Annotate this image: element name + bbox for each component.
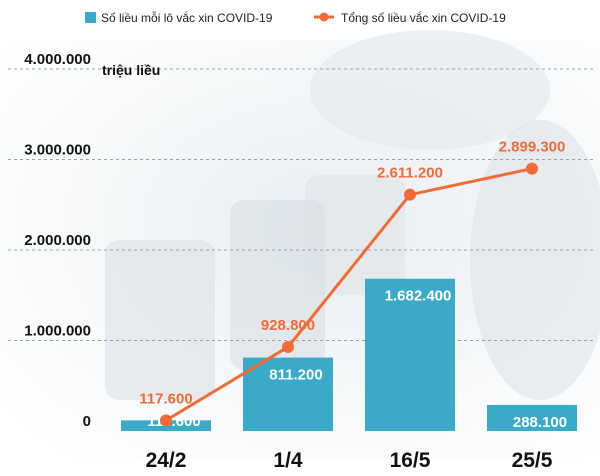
bar-value-label: 117.600 xyxy=(147,413,200,430)
line-value-label: 2.899.300 xyxy=(499,139,566,156)
y-tick-label: 1.000.000 xyxy=(24,323,91,340)
legend-bar-label: Số liều mỗi lô vắc xin COVID-19 xyxy=(101,10,273,25)
y-tick-label: 2.000.000 xyxy=(24,232,91,249)
bar-value-label: 811.200 xyxy=(269,367,322,384)
x-axis: 24/2 1/4 16/5 25/5 xyxy=(146,449,553,472)
line-point xyxy=(160,414,172,427)
bar xyxy=(487,404,577,431)
bar-value-label: 288.100 xyxy=(513,414,567,431)
legend-line-label: Tổng số liều vắc xin COVID-19 xyxy=(341,10,506,25)
line-value-label: 2.611.200 xyxy=(377,165,443,182)
y-axis: 0 1.000.000 2.000.000 3.000.000 4.000.000 xyxy=(24,51,91,430)
line-point xyxy=(404,188,416,201)
legend-bar-swatch xyxy=(85,12,96,23)
y-tick-label: 0 xyxy=(83,413,91,430)
bar-series: 117.600 811.200 1.682.400 288.100 xyxy=(121,278,577,431)
bar-value-label: 1.682.400 xyxy=(385,288,452,305)
line-point xyxy=(282,340,294,353)
legend: Số liều mỗi lô vắc xin COVID-19 Tổng số l… xyxy=(85,10,506,25)
y-axis-unit: triệu liều xyxy=(102,62,160,78)
bar xyxy=(243,357,333,431)
legend-line-marker xyxy=(319,12,329,22)
x-tick-label: 16/5 xyxy=(390,449,431,472)
grid-lines xyxy=(8,68,595,341)
bar xyxy=(365,278,455,431)
x-tick-label: 25/5 xyxy=(512,449,553,472)
x-tick-label: 1/4 xyxy=(273,449,303,472)
y-tick-label: 4.000.000 xyxy=(24,51,91,68)
line-value-label: 928.800 xyxy=(261,317,315,334)
y-tick-label: 3.000.000 xyxy=(24,142,91,159)
x-tick-label: 24/2 xyxy=(146,449,187,472)
line-value-label: 117.600 xyxy=(139,390,192,407)
line-point xyxy=(526,162,538,175)
total-line xyxy=(165,167,533,422)
line-series: 117.600 928.800 2.611.200 2.899.300 xyxy=(139,139,565,427)
